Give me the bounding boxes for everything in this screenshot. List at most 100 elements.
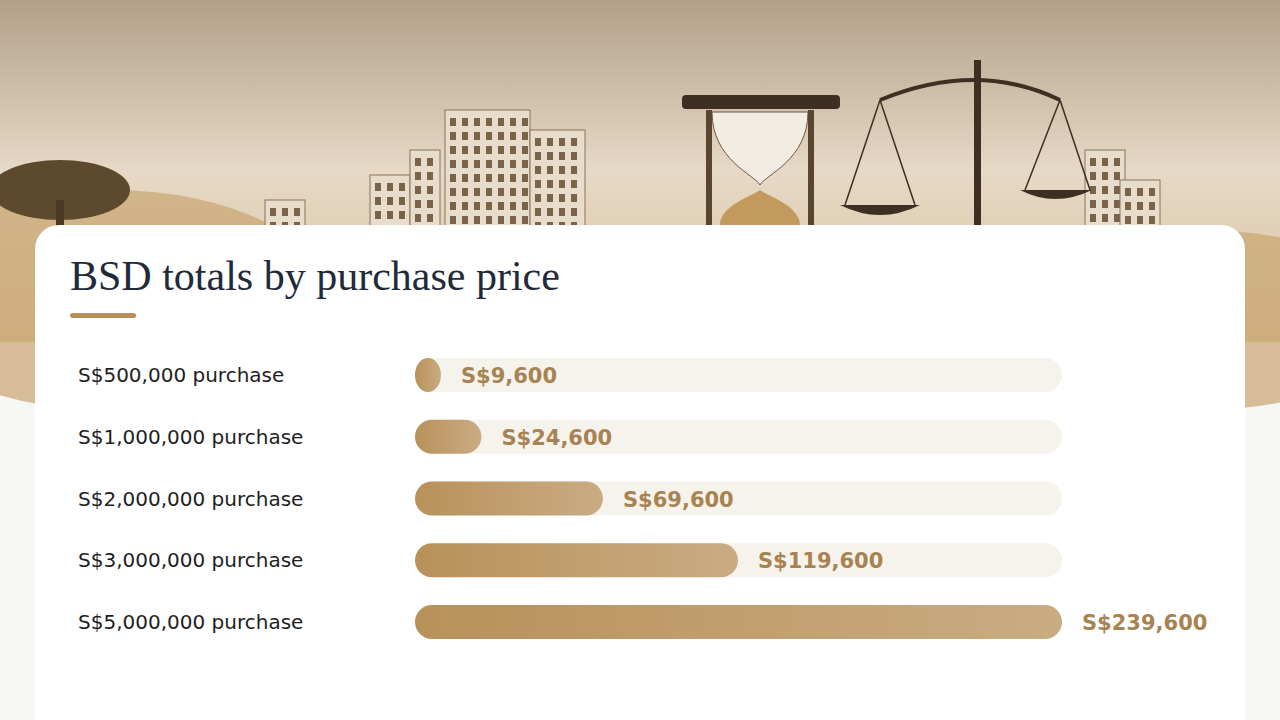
window	[535, 138, 541, 146]
window	[486, 118, 492, 126]
window	[571, 138, 577, 146]
window	[375, 183, 381, 191]
window	[559, 180, 565, 188]
window	[559, 138, 565, 146]
window	[415, 200, 421, 208]
window	[1102, 172, 1108, 180]
window	[1137, 188, 1143, 196]
building	[410, 150, 440, 230]
window	[510, 160, 516, 168]
category-label: S$3,000,000 purchase	[78, 548, 303, 572]
window	[1149, 216, 1155, 224]
window	[474, 216, 480, 224]
window	[462, 132, 468, 140]
scale-beam	[880, 80, 1060, 100]
chart-title: BSD totals by purchase price	[70, 253, 560, 299]
window	[559, 166, 565, 174]
window	[462, 118, 468, 126]
scale-strings	[845, 100, 1090, 205]
window	[415, 214, 421, 222]
window	[1090, 172, 1096, 180]
window	[462, 216, 468, 224]
window	[1149, 188, 1155, 196]
window	[450, 188, 456, 196]
bar	[415, 358, 441, 392]
window	[462, 174, 468, 182]
window	[427, 214, 433, 222]
window	[450, 146, 456, 154]
window	[510, 202, 516, 210]
value-label: S$69,600	[623, 488, 734, 512]
window	[522, 202, 528, 210]
window	[547, 180, 553, 188]
window	[559, 194, 565, 202]
value-label: S$24,600	[501, 426, 612, 450]
window	[535, 180, 541, 188]
window	[486, 160, 492, 168]
labels: S$500,000 purchaseS$9,600S$1,000,000 pur…	[78, 363, 1207, 635]
bar	[415, 543, 738, 577]
window	[510, 146, 516, 154]
window	[571, 194, 577, 202]
window	[462, 160, 468, 168]
bar-track	[415, 605, 1062, 639]
window	[399, 211, 405, 219]
scale-pan	[840, 205, 920, 215]
window	[486, 174, 492, 182]
window	[510, 118, 516, 126]
bar	[415, 605, 1062, 639]
window	[1090, 158, 1096, 166]
bar	[415, 482, 603, 516]
window	[510, 174, 516, 182]
window	[474, 188, 480, 196]
window	[486, 202, 492, 210]
window	[1125, 216, 1131, 224]
window	[1102, 214, 1108, 222]
window	[427, 172, 433, 180]
window	[498, 132, 504, 140]
window	[399, 183, 405, 191]
window	[474, 202, 480, 210]
window	[450, 216, 456, 224]
chart-svg: BSD totals by purchase price S$500,000 pu…	[0, 0, 1280, 720]
window	[486, 188, 492, 196]
scale-pan	[1020, 190, 1092, 199]
window	[474, 146, 480, 154]
bar-track	[415, 543, 1062, 577]
window	[522, 174, 528, 182]
window	[510, 216, 516, 224]
window	[1114, 158, 1120, 166]
window	[387, 211, 393, 219]
window	[415, 158, 421, 166]
window	[415, 172, 421, 180]
window	[450, 160, 456, 168]
window	[522, 160, 528, 168]
window	[510, 132, 516, 140]
window	[375, 211, 381, 219]
window	[450, 174, 456, 182]
window	[474, 174, 480, 182]
window	[535, 152, 541, 160]
bar-track	[415, 358, 1062, 392]
bar-track	[415, 420, 1062, 454]
hourglass-sand	[720, 190, 800, 225]
window	[1114, 200, 1120, 208]
window	[270, 208, 276, 216]
building	[1120, 180, 1160, 230]
window	[498, 174, 504, 182]
window	[522, 132, 528, 140]
window	[498, 118, 504, 126]
window	[1137, 202, 1143, 210]
window	[547, 194, 553, 202]
hourglass-post	[808, 110, 814, 225]
window	[474, 118, 480, 126]
category-label: S$500,000 purchase	[78, 363, 284, 387]
value-label: S$239,600	[1082, 611, 1207, 635]
window	[486, 132, 492, 140]
window	[559, 208, 565, 216]
building	[530, 130, 585, 230]
window	[535, 208, 541, 216]
chart-root: BSD totals by purchase price S$500,000 pu…	[0, 0, 1280, 720]
window	[1149, 202, 1155, 210]
value-label: S$9,600	[461, 364, 557, 388]
